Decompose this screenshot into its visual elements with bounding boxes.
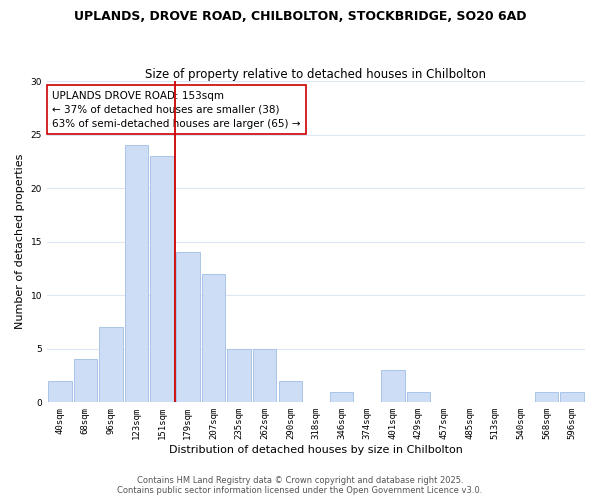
Bar xyxy=(125,146,148,402)
Bar xyxy=(535,392,559,402)
Bar xyxy=(227,349,251,403)
Y-axis label: Number of detached properties: Number of detached properties xyxy=(15,154,25,330)
Bar xyxy=(151,156,174,402)
Bar xyxy=(330,392,353,402)
Text: UPLANDS, DROVE ROAD, CHILBOLTON, STOCKBRIDGE, SO20 6AD: UPLANDS, DROVE ROAD, CHILBOLTON, STOCKBR… xyxy=(74,10,526,23)
X-axis label: Distribution of detached houses by size in Chilbolton: Distribution of detached houses by size … xyxy=(169,445,463,455)
Bar xyxy=(99,328,123,402)
Bar xyxy=(202,274,225,402)
Text: UPLANDS DROVE ROAD: 153sqm
← 37% of detached houses are smaller (38)
63% of semi: UPLANDS DROVE ROAD: 153sqm ← 37% of deta… xyxy=(52,90,301,128)
Bar xyxy=(381,370,404,402)
Bar xyxy=(74,360,97,403)
Bar xyxy=(560,392,584,402)
Text: Contains HM Land Registry data © Crown copyright and database right 2025.
Contai: Contains HM Land Registry data © Crown c… xyxy=(118,476,482,495)
Bar xyxy=(48,381,71,402)
Bar xyxy=(278,381,302,402)
Bar xyxy=(407,392,430,402)
Bar xyxy=(176,252,200,402)
Title: Size of property relative to detached houses in Chilbolton: Size of property relative to detached ho… xyxy=(145,68,487,81)
Bar xyxy=(253,349,277,403)
